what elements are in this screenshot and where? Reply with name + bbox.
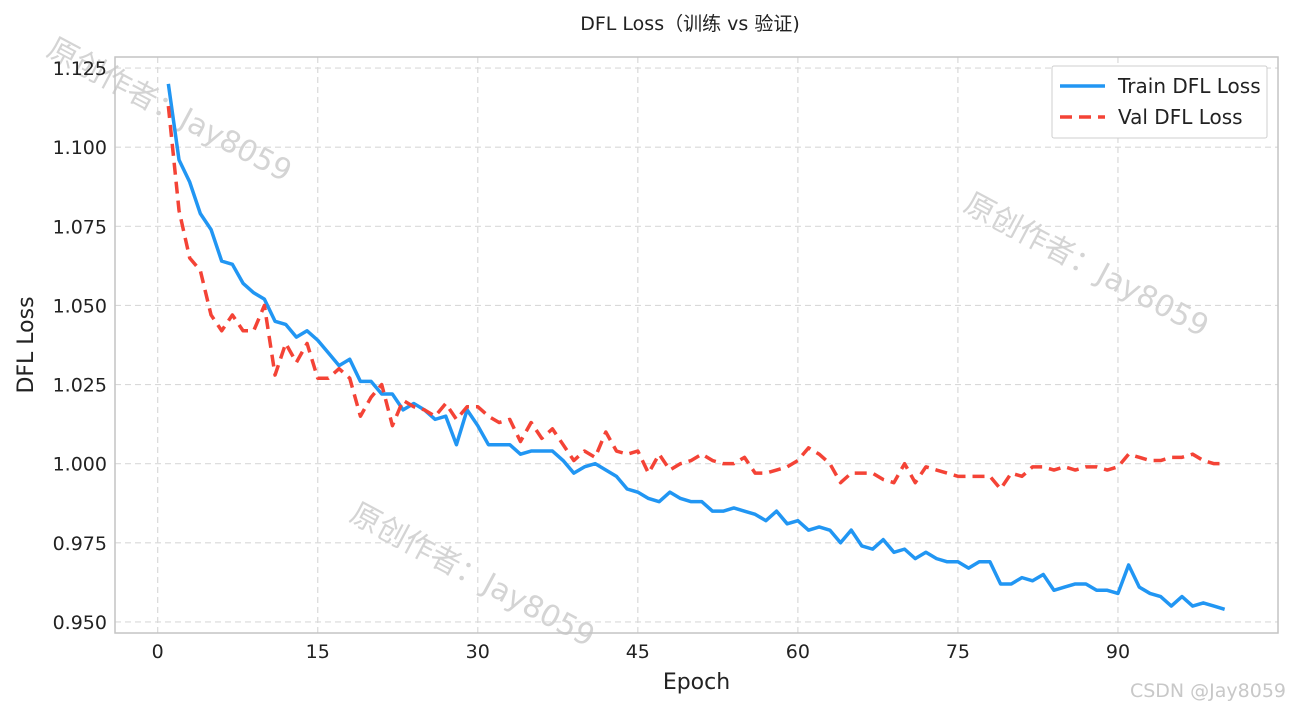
y-tick-label: 1.000 <box>53 454 107 476</box>
train-dfl-loss-line <box>166 83 1226 611</box>
y-tick-label: 1.025 <box>53 375 107 397</box>
y-tick-label: 0.950 <box>53 612 107 634</box>
x-tick-label: 0 <box>152 641 164 663</box>
y-tick-label: 1.075 <box>53 216 107 238</box>
x-tick-label: 30 <box>466 641 490 663</box>
series-lines <box>166 83 1226 611</box>
credit-watermark: CSDN @Jay8059 <box>1129 680 1286 702</box>
y-tick-label: 1.050 <box>53 295 107 317</box>
x-axis-ticks: 0 15 30 45 60 75 90 <box>152 641 1130 663</box>
chart-title: DFL Loss（训练 vs 验证) <box>580 13 800 35</box>
x-tick-label: 75 <box>946 641 970 663</box>
y-axis-title: DFL Loss <box>14 296 39 393</box>
val-dfl-loss-line <box>166 105 1225 491</box>
x-tick-label: 90 <box>1106 641 1130 663</box>
plot-frame <box>114 56 1279 634</box>
y-axis-ticks: 0.950 0.975 1.000 1.025 1.050 1.075 1.100 1.125 <box>53 58 107 634</box>
y-tick-label: 0.975 <box>53 533 107 555</box>
legend: Train DFL Loss Val DFL Loss <box>1051 65 1268 139</box>
y-tick-label: 1.125 <box>53 58 107 80</box>
legend-label-train: Train DFL Loss <box>1117 74 1261 98</box>
legend-box <box>1051 65 1268 139</box>
x-tick-label: 15 <box>306 641 330 663</box>
x-tick-label: 60 <box>786 641 810 663</box>
y-tick-label: 1.100 <box>53 137 107 159</box>
legend-label-val: Val DFL Loss <box>1118 105 1243 129</box>
grid <box>115 57 1278 633</box>
x-axis-title: Epoch <box>663 670 730 695</box>
x-tick-label: 45 <box>626 641 650 663</box>
